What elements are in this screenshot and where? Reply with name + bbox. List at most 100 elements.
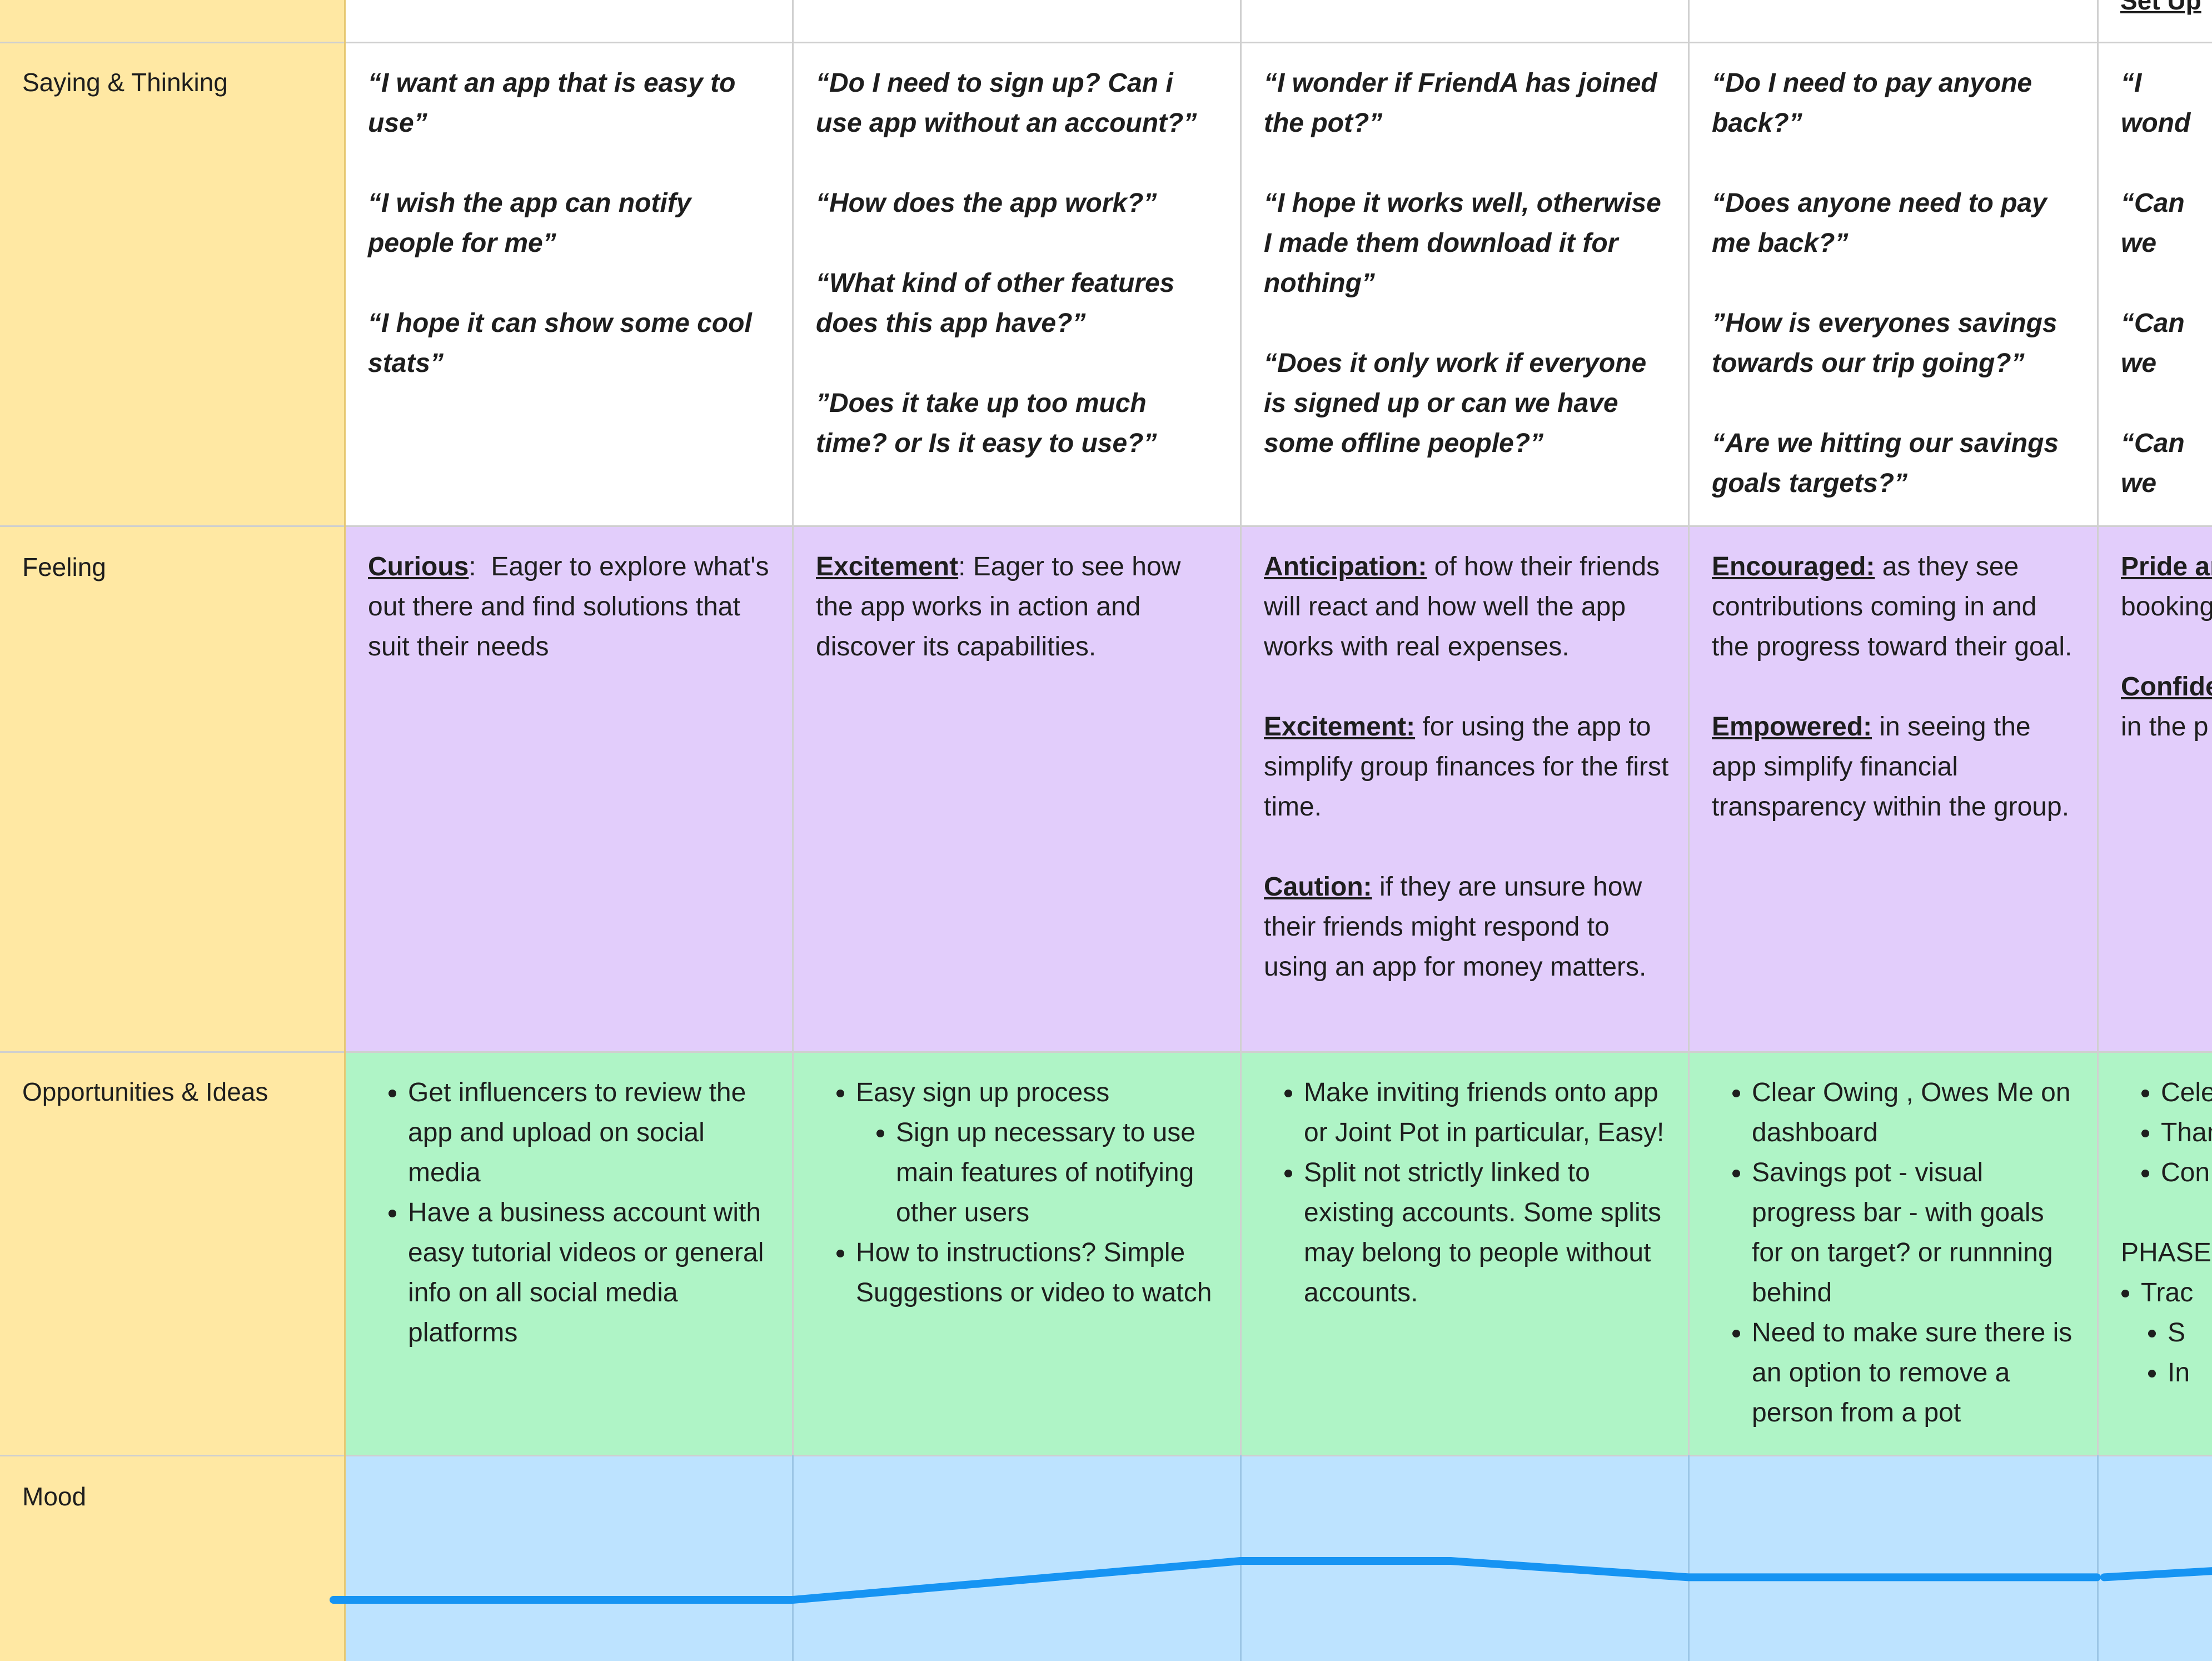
top-row	[345, 0, 2212, 42]
feeling-cell: Pride ar booking Confide in the p	[2098, 526, 2212, 1052]
feeling-item: Empowered: in seeing the app simplify fi…	[1712, 707, 2081, 827]
saying-cell: “Do I need to pay anyone back?” “Does any…	[1688, 42, 2098, 526]
bullet-text: Cele	[2161, 1078, 2212, 1107]
bullet-item: Con	[2161, 1153, 2210, 1193]
feeling-text: if they are unsure how their friends mig…	[1264, 872, 1647, 982]
bullet-text: Easy sign up process	[856, 1078, 1110, 1107]
row-divider	[0, 42, 2212, 43]
feeling-text: as they see contributions coming in and …	[1712, 552, 2072, 662]
sub-bullet-item: S	[2168, 1313, 2195, 1353]
step-name: Set Up	[2120, 0, 2201, 15]
column-divider	[1688, 0, 1690, 1455]
saying-cell: “I wond “Can we “Can we “Can we	[2098, 42, 2212, 526]
column-divider	[344, 0, 346, 1661]
bullet-item: Easy sign up process Sign up necessary to…	[856, 1073, 1224, 1233]
feeling-text: of how their friends will react and how …	[1264, 552, 1660, 662]
bullet-item: Cele	[2161, 1073, 2212, 1113]
feeling-item: Anticipation: of how their friends will …	[1264, 547, 1672, 667]
opportunities-cell: CeleThanConPHASETracSIn	[2098, 1052, 2212, 1455]
opportunities-list: Make inviting friends onto app or Joint …	[1264, 1073, 1672, 1313]
saying-cell: “Do I need to sign up? Can i use app wit…	[793, 42, 1240, 526]
mood-line	[330, 1557, 2101, 1604]
row-divider	[0, 1455, 2212, 1456]
quote: “Can we	[2121, 429, 2185, 498]
feeling-name: Excitement:	[1264, 712, 1416, 742]
row-label-mood: Mood	[22, 1482, 87, 1511]
feeling-list: Curious: Eager to explore what's out the…	[368, 547, 776, 707]
feeling-item: Caution: if they are unsure how their fr…	[1264, 867, 1672, 987]
quote: “Are we hitting our savings goals target…	[1712, 429, 2059, 498]
quote: “Does anyone need to pay me back?”	[1712, 188, 2047, 258]
feeling-item: Excitement: for using the app to simplif…	[1264, 707, 1672, 827]
saying-row	[345, 42, 2212, 526]
bullet-text: Trac	[2141, 1278, 2194, 1307]
row-label-opportunities: Opportunities & Ideas	[22, 1077, 268, 1106]
feeling-name: Encouraged:	[1712, 552, 1875, 581]
bullet-text: How to instructions? Simple Suggestions …	[856, 1238, 1212, 1307]
feeling-list: Excitement: Eager to see how the app wor…	[816, 547, 1224, 707]
feeling-item: Encouraged: as they see contributions co…	[1712, 547, 2081, 667]
column-divider	[1240, 0, 1242, 1455]
quote: ”Does it take up too much time? or Is it…	[816, 389, 1157, 458]
bullet-item: Make inviting friends onto app or Joint …	[1304, 1073, 1672, 1153]
quote: “Do I need to sign up? Can i use app wit…	[816, 68, 1197, 138]
opportunities-cell: Clear Owing , Owes Me on dashboard Saving…	[1688, 1052, 2098, 1455]
feeling-text: in seeing the app simplify financial tra…	[1712, 712, 2070, 822]
bullet-text: Make inviting friends onto app or Joint …	[1304, 1078, 1665, 1147]
bullet-list: Clear Owing , Owes Me on dashboard Saving…	[1712, 1073, 2081, 1433]
bullet-item: Have a business account with easy tutori…	[408, 1193, 776, 1353]
opportunities-cell: Make inviting friends onto app or Joint …	[1240, 1052, 1688, 1455]
bullet-text: Get influencers to review the app and up…	[408, 1078, 746, 1187]
sub-bullet-list: SIn	[2141, 1313, 2195, 1393]
row-divider	[0, 525, 2212, 527]
quote-list: “Do I need to pay anyone back?” “Does any…	[1712, 63, 2081, 504]
quote: “How does the app work?”	[816, 188, 1157, 218]
feeling-separator: :	[469, 552, 491, 581]
column-divider	[1688, 1455, 1690, 1661]
bullet-item: Clear Owing , Owes Me on dashboard	[1752, 1073, 2081, 1153]
bullet-item: Need to make sure there is an option to …	[1752, 1313, 2081, 1433]
bullet-list: Make inviting friends onto app or Joint …	[1264, 1073, 1672, 1313]
bullet-list: Get influencers to review the app and up…	[368, 1073, 776, 1353]
feeling-cell: Curious: Eager to explore what's out the…	[345, 526, 793, 1052]
bullet-text: Con	[2161, 1158, 2210, 1187]
opportunities-cell: Get influencers to review the app and up…	[345, 1052, 793, 1455]
bullet-item: Than	[2161, 1113, 2212, 1153]
mood-line-segment	[2100, 1567, 2212, 1582]
bullet-list: Easy sign up process Sign up necessary to…	[816, 1073, 1224, 1313]
feeling-text: Eager to see how the app works in action…	[816, 552, 1181, 662]
row-label-feeling: Feeling	[22, 553, 106, 581]
quote: “What kind of other features does this a…	[816, 268, 1175, 338]
bullet-text: Have a business account with easy tutori…	[408, 1198, 764, 1347]
bullet-list: Trac SIn	[2121, 1273, 2195, 1393]
column-divider	[792, 1455, 794, 1661]
opportunities-cell: Easy sign up process Sign up necessary to…	[793, 1052, 1240, 1455]
quote-list: “I wonder if FriendA has joined the pot?…	[1264, 63, 1672, 464]
column-divider	[792, 0, 794, 1455]
feeling-cell: Excitement: Eager to see how the app wor…	[793, 526, 1240, 1052]
quote-list: “Do I need to sign up? Can i use app wit…	[816, 63, 1224, 464]
quote: “I wish the app can notify people for me…	[368, 188, 691, 258]
quote: “Can we	[2121, 309, 2185, 378]
bullet-item: Get influencers to review the app and up…	[408, 1073, 776, 1193]
feeling-name: Curious	[368, 552, 469, 581]
row-label-column	[0, 0, 345, 1661]
sub-bullet-item: In	[2168, 1353, 2195, 1393]
feeling-cell: Encouraged: as they see contributions co…	[1688, 526, 2098, 1052]
bullet-item: Savings pot - visual progress bar - with…	[1752, 1153, 2081, 1313]
bullet-item: Trac SIn	[2141, 1273, 2195, 1393]
opportunities-list: Clear Owing , Owes Me on dashboard Saving…	[1712, 1073, 2081, 1433]
feeling-item: Curious: Eager to explore what's out the…	[368, 547, 776, 667]
quote: “Can we	[2121, 188, 2185, 258]
feeling-name: Anticipation:	[1264, 552, 1427, 581]
feeling-row	[345, 526, 2212, 1052]
bullet-text: Clear Owing , Owes Me on dashboard	[1752, 1078, 2071, 1147]
feeling-item: Excitement: Eager to see how the app wor…	[816, 547, 1224, 667]
quote-list: “I want an app that is easy to use” “I wi…	[368, 63, 776, 384]
column-divider	[2097, 0, 2099, 1455]
feeling-name: Empowered:	[1712, 712, 1872, 742]
row-label-saying: Saying & Thinking	[22, 68, 228, 97]
row-divider	[0, 1051, 2212, 1053]
